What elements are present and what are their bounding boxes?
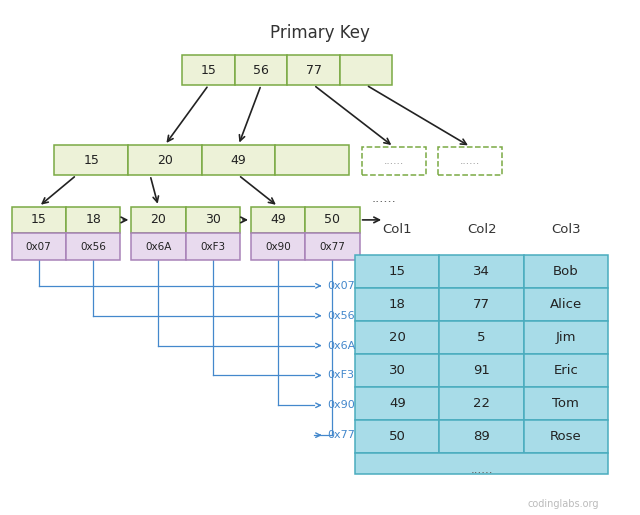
Text: 22: 22: [473, 397, 490, 410]
Text: 50: 50: [389, 430, 406, 443]
Text: ......: ......: [460, 156, 481, 166]
Bar: [66, 233, 120, 260]
Text: 0xF3: 0xF3: [200, 242, 225, 252]
Text: Col2: Col2: [467, 222, 497, 236]
Text: 0xF3: 0xF3: [328, 370, 355, 381]
Bar: [340, 55, 392, 85]
Bar: [440, 354, 524, 387]
Bar: [12, 207, 66, 233]
Text: 18: 18: [85, 213, 101, 227]
Text: 0x07: 0x07: [328, 281, 355, 291]
Bar: [438, 147, 502, 175]
Bar: [524, 354, 608, 387]
Text: Tom: Tom: [552, 397, 579, 410]
Text: 15: 15: [389, 265, 406, 278]
Text: 18: 18: [389, 298, 406, 311]
Bar: [128, 145, 202, 175]
Text: 0x77: 0x77: [328, 430, 356, 440]
Text: 15: 15: [31, 213, 47, 227]
Text: 0x90: 0x90: [328, 400, 355, 410]
Text: 89: 89: [473, 430, 490, 443]
Text: 30: 30: [389, 364, 406, 377]
Bar: [131, 233, 186, 260]
Bar: [355, 453, 608, 474]
Text: 77: 77: [306, 63, 321, 77]
Bar: [440, 420, 524, 453]
Bar: [251, 233, 305, 260]
Text: Eric: Eric: [554, 364, 579, 377]
Bar: [440, 255, 524, 288]
Text: ......: ......: [383, 156, 404, 166]
Text: 0x56: 0x56: [328, 311, 355, 321]
Bar: [54, 145, 128, 175]
Bar: [182, 55, 235, 85]
Bar: [305, 233, 360, 260]
Bar: [305, 207, 360, 233]
Text: 91: 91: [473, 364, 490, 377]
Text: 77: 77: [473, 298, 490, 311]
Bar: [186, 233, 240, 260]
Text: 0x56: 0x56: [80, 242, 106, 252]
Text: codinglabs.org: codinglabs.org: [527, 499, 599, 509]
Text: 49: 49: [270, 213, 286, 227]
Text: 56: 56: [253, 63, 269, 77]
Bar: [355, 420, 440, 453]
Bar: [251, 207, 305, 233]
Text: 15: 15: [201, 63, 216, 77]
Text: Rose: Rose: [550, 430, 582, 443]
Bar: [275, 145, 349, 175]
Text: 0x07: 0x07: [26, 242, 52, 252]
Text: 0x90: 0x90: [265, 242, 291, 252]
Bar: [355, 255, 440, 288]
Bar: [66, 207, 120, 233]
Bar: [362, 147, 426, 175]
Bar: [287, 55, 340, 85]
Bar: [12, 233, 66, 260]
Bar: [524, 420, 608, 453]
Bar: [355, 354, 440, 387]
Bar: [524, 255, 608, 288]
Bar: [186, 207, 240, 233]
Bar: [355, 387, 440, 420]
Text: Alice: Alice: [550, 298, 582, 311]
Text: 15: 15: [83, 153, 99, 167]
Text: 5: 5: [477, 331, 486, 344]
Text: Jim: Jim: [556, 331, 576, 344]
Text: 30: 30: [205, 213, 221, 227]
Text: 20: 20: [157, 153, 173, 167]
Bar: [235, 55, 287, 85]
Text: 0x6A: 0x6A: [328, 340, 356, 351]
Text: 49: 49: [389, 397, 406, 410]
Bar: [440, 288, 524, 321]
Bar: [440, 387, 524, 420]
Text: ......: ......: [470, 463, 493, 476]
Text: 34: 34: [473, 265, 490, 278]
Text: 20: 20: [150, 213, 166, 227]
Text: 0x77: 0x77: [319, 242, 346, 252]
Bar: [524, 387, 608, 420]
Bar: [440, 321, 524, 354]
Text: Bob: Bob: [553, 265, 579, 278]
Bar: [355, 288, 440, 321]
Bar: [524, 288, 608, 321]
Text: 49: 49: [230, 153, 246, 167]
Text: Primary Key: Primary Key: [270, 25, 370, 42]
Bar: [131, 207, 186, 233]
Text: Col1: Col1: [383, 222, 412, 236]
Text: 0x6A: 0x6A: [145, 242, 172, 252]
Text: 20: 20: [389, 331, 406, 344]
Text: ......: ......: [372, 192, 396, 205]
Text: Col3: Col3: [551, 222, 580, 236]
Bar: [202, 145, 275, 175]
Bar: [355, 321, 440, 354]
Bar: [524, 321, 608, 354]
Text: 50: 50: [324, 213, 340, 227]
